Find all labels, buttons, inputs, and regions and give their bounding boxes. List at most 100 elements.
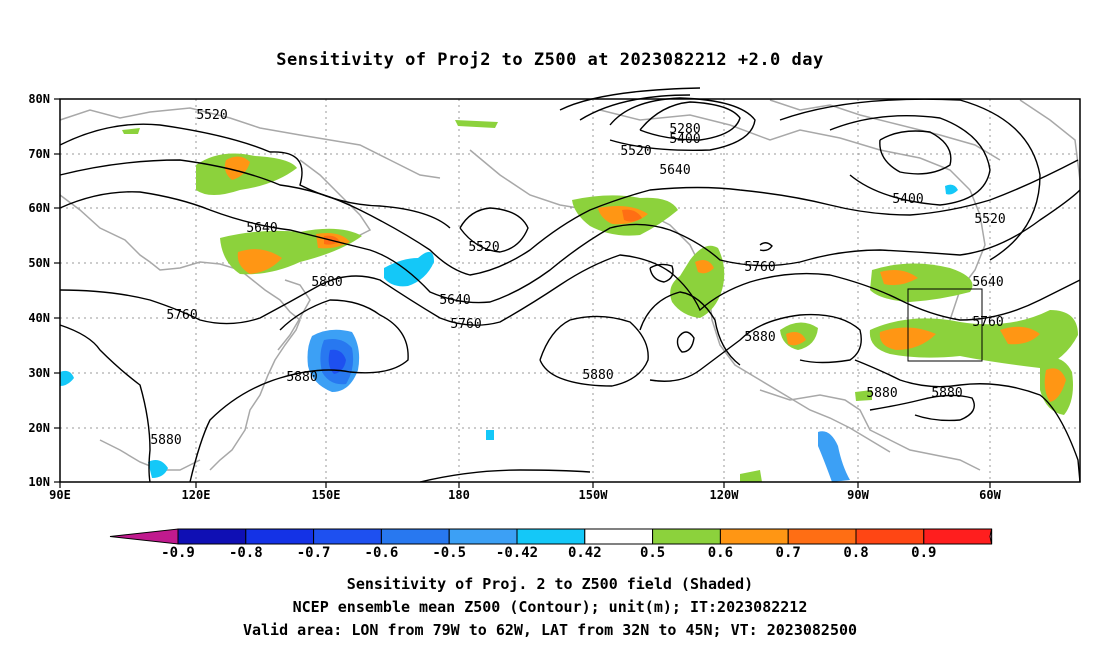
contour-label: 5880 [286, 370, 317, 385]
colorbar-segment [787, 528, 857, 545]
contour-label: 5760 [744, 260, 775, 275]
contour-label: 5880 [931, 386, 962, 401]
contour-label: 5640 [246, 221, 277, 236]
colorbar-label: -0.5 [432, 545, 466, 561]
colorbar [109, 528, 993, 545]
orange-core [224, 156, 250, 180]
latitude-tick-label: 70N [28, 147, 50, 161]
positive-region [455, 120, 498, 128]
negative-region [384, 251, 434, 287]
contour-line [419, 469, 591, 483]
coastline-greenland [1019, 99, 1081, 181]
contour-label: 5880 [582, 368, 613, 383]
longitude-tick-label: 90E [49, 488, 71, 502]
contour-line [869, 394, 975, 422]
colorbar-label: 0.5 [640, 545, 665, 561]
latitude-tick-label: 50N [28, 256, 50, 270]
contour-label: 5400 [669, 132, 700, 147]
orange-core [880, 270, 918, 286]
contour-label: 5880 [866, 386, 897, 401]
contour-line [189, 299, 409, 483]
contour-line [59, 159, 1079, 276]
colorbar-segment [177, 528, 247, 545]
contour-line [59, 123, 451, 229]
contour-label: 5760 [972, 315, 1003, 330]
colorbar-label: 0.6 [708, 545, 733, 561]
contour-line [59, 254, 1081, 326]
contour-label: 5640 [439, 293, 470, 308]
contour-line [579, 94, 691, 121]
contour-label: 5880 [311, 275, 342, 290]
colorbar-segment [652, 528, 721, 545]
longitude-tick-label: 150E [312, 488, 341, 502]
latitude-tick-label: 30N [28, 366, 50, 380]
negative-region [148, 460, 168, 478]
positive-region [196, 153, 297, 195]
contour-label: 5760 [166, 308, 197, 323]
contour-line [639, 291, 741, 366]
latitude-tick-labels: 80N 70N 60N 50N 40N 30N 20N 10N [28, 92, 50, 489]
colorbar-segment [923, 528, 993, 545]
colorbar-label: -0.9 [161, 545, 195, 561]
colorbar-segment [313, 528, 382, 545]
longitude-tick-label: 150W [579, 488, 609, 502]
contour-label: 5760 [450, 317, 481, 332]
contour-label: 5280 [669, 122, 700, 137]
colorbar-label: 0.42 [568, 545, 602, 561]
map-title: Sensitivity of Proj2 to Z500 at 20230822… [276, 50, 824, 70]
contour-label: 5880 [744, 330, 775, 345]
coastline-gulf [759, 389, 981, 471]
caption-line-3: Valid area: LON from 79W to 62W, LAT fro… [242, 621, 858, 639]
negative-region [60, 370, 74, 386]
contour-label: 5520 [974, 212, 1005, 227]
red-core [622, 209, 642, 222]
colorbar-segment [448, 528, 518, 545]
shaded-sensitivity [60, 120, 1078, 482]
contour-label: 5640 [972, 275, 1003, 290]
contour-label: 5400 [892, 192, 923, 207]
contour-line [829, 115, 991, 206]
positive-region [855, 390, 872, 401]
contour-line [559, 87, 701, 111]
positive-region [869, 310, 1078, 368]
tick-marks [54, 98, 991, 488]
latitude-tick-label: 60N [28, 201, 50, 215]
contour-label: 5520 [620, 144, 651, 159]
colorbar-label: -0.7 [297, 545, 331, 561]
contour-label: 5880 [150, 433, 181, 448]
longitude-tick-label: 90W [847, 488, 869, 502]
longitude-tick-label: 60W [979, 488, 1001, 502]
colorbar-label: -0.8 [229, 545, 263, 561]
plot-frame [59, 98, 1081, 483]
latitude-tick-label: 20N [28, 421, 50, 435]
contour-line [609, 97, 756, 151]
contour-line [59, 324, 151, 483]
orange-core [695, 260, 714, 274]
contour-line [676, 331, 695, 353]
coastline-arctic-islands [769, 99, 1001, 161]
contour-line [539, 315, 649, 387]
colorbar-segment [719, 528, 789, 545]
latitude-tick-label: 80N [28, 92, 50, 106]
colorbar-label: -0.42 [496, 545, 538, 561]
negative-region [328, 349, 346, 374]
contour-line [854, 359, 1081, 483]
longitude-tick-label: 180 [448, 488, 470, 502]
colorbar-label: 0.8 [843, 545, 868, 561]
colorbar-right-arrow [989, 528, 993, 545]
colorbar-label: 0.9 [911, 545, 936, 561]
longitude-tick-labels: 90E 120E 150E 180 150W 120W 90W 60W [49, 488, 1001, 502]
negative-region [486, 430, 494, 440]
latitude-tick-label: 10N [28, 475, 50, 489]
contour-line [879, 130, 952, 175]
colorbar-segment [855, 528, 925, 545]
colorbar-segment [584, 528, 654, 545]
caption-line-2: NCEP ensemble mean Z500 (Contour); unit(… [292, 598, 808, 616]
contour-labels: 5520528054005520564054005520564055205760… [150, 108, 1005, 448]
contour-line [779, 98, 1041, 261]
colorbar-segment [380, 528, 450, 545]
positive-region [122, 128, 140, 134]
contour-line [649, 313, 862, 382]
caption-line-1: Sensitivity of Proj. 2 to Z500 field (Sh… [346, 575, 754, 593]
